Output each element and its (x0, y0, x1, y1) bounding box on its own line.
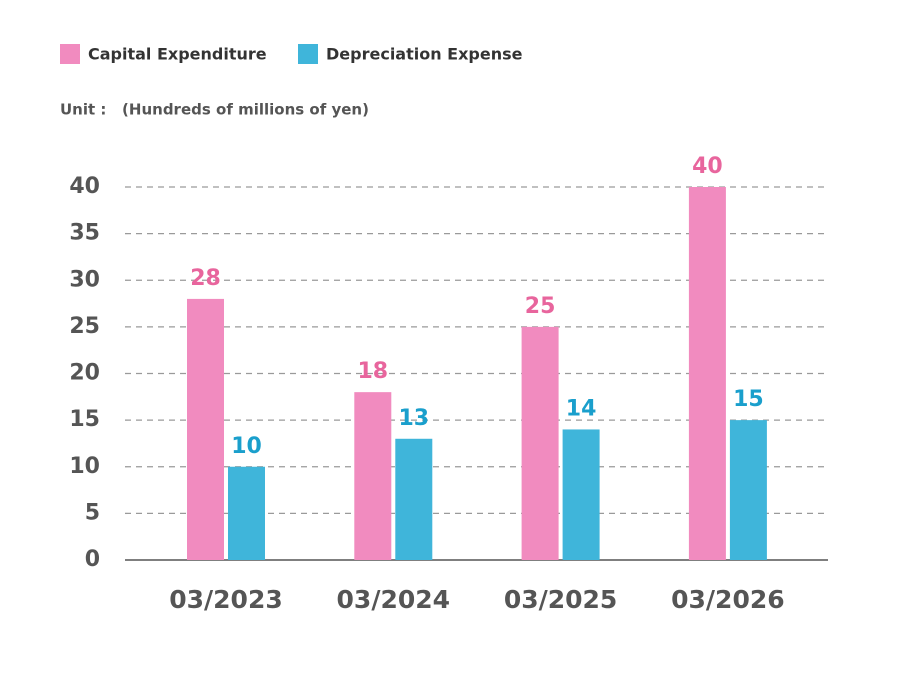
value-label: 40 (692, 154, 723, 179)
y-tick-label: 40 (69, 174, 100, 199)
legend-label: Capital Expenditure (88, 45, 267, 64)
value-label: 25 (525, 294, 556, 319)
bar (187, 298, 224, 560)
value-label: 13 (398, 406, 429, 431)
y-tick-label: 0 (85, 547, 100, 572)
y-tick-label: 15 (69, 407, 100, 432)
bar (688, 187, 726, 560)
value-label: 28 (190, 266, 221, 291)
x-tick-label: 03/2025 (504, 585, 618, 614)
y-tick-label: 30 (69, 267, 100, 292)
value-label: 15 (733, 387, 764, 412)
y-tick-label: 5 (85, 500, 100, 525)
legend-swatch (298, 44, 318, 64)
bar (354, 392, 392, 560)
y-tick-label: 25 (69, 314, 100, 339)
legend-label: Depreciation Expense (326, 45, 523, 64)
bar (562, 429, 600, 560)
value-label: 14 (566, 396, 597, 421)
x-tick-label: 03/2026 (671, 585, 785, 614)
unit-label: Unit : (Hundreds of millions of yen) (60, 101, 369, 119)
value-label: 10 (231, 434, 262, 459)
x-tick-label: 03/2024 (337, 585, 451, 614)
bar (521, 326, 559, 560)
y-tick-label: 20 (69, 361, 100, 386)
bar (395, 438, 433, 560)
bar (228, 466, 265, 560)
value-label: 18 (357, 359, 388, 384)
legend-swatch (60, 44, 80, 64)
y-tick-label: 10 (69, 454, 100, 479)
y-tick-label: 35 (69, 221, 100, 246)
bar (729, 420, 767, 560)
x-tick-label: 03/2023 (169, 585, 283, 614)
